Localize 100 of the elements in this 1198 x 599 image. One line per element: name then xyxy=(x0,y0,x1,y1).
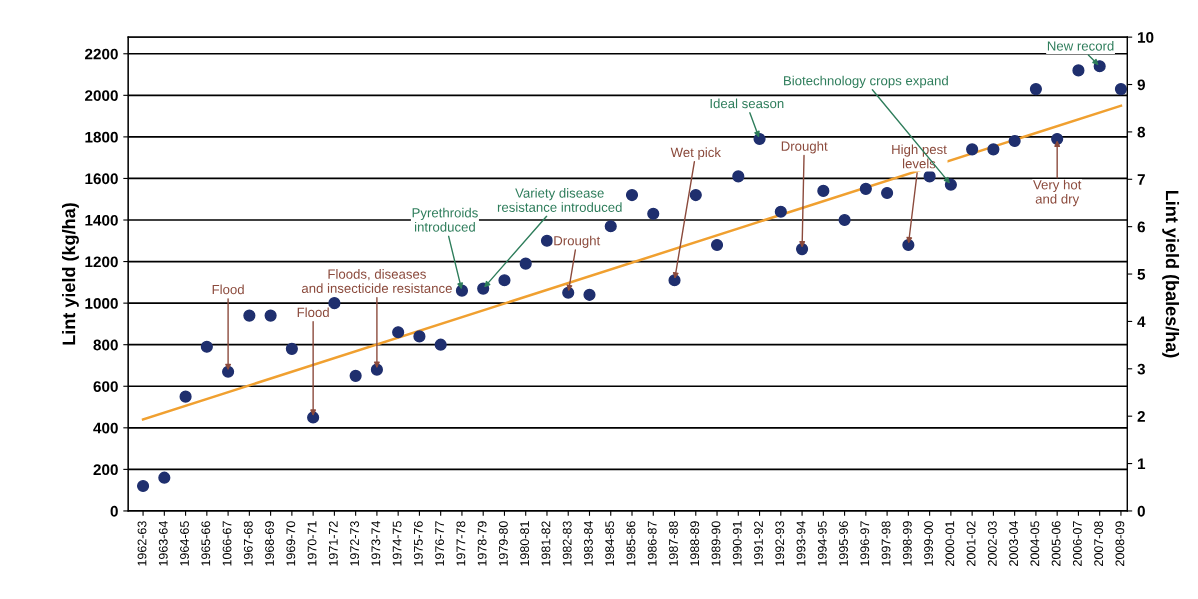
x-tick-label: 1066-67 xyxy=(222,521,232,566)
x-tick-label: 1981-82 xyxy=(541,521,551,566)
x-tick-label: 1973-74 xyxy=(371,521,381,566)
x-tick-label: 1964-65 xyxy=(180,521,189,566)
x-tick-label: 1980-81 xyxy=(520,521,530,566)
x-tick-label: 1988-89 xyxy=(690,521,700,566)
x-tick-label: 1963-64 xyxy=(158,521,168,566)
point xyxy=(179,390,192,403)
point xyxy=(158,471,171,484)
x-tick-label: 2006-07 xyxy=(1072,521,1082,566)
point xyxy=(1072,64,1085,77)
y-tick-label: 200 xyxy=(93,464,118,476)
annotation: Floods, diseases and insecticide resistance xyxy=(301,269,452,293)
x-tick-label: 1994-95 xyxy=(817,521,827,566)
point xyxy=(987,143,1000,156)
x-tick-label: 1986-87 xyxy=(647,521,657,566)
point xyxy=(881,186,894,200)
x-tick-label: 1990-91 xyxy=(732,521,742,566)
annotation: Variety disease resistance introduced xyxy=(497,188,622,212)
y2-tick-label: 1 xyxy=(1138,458,1146,470)
point xyxy=(647,207,660,220)
y2-axis-title: Lint yield (bales/ha) xyxy=(1162,190,1180,358)
x-tick-label: 1965-66 xyxy=(201,521,211,566)
x-tick-label: 1996-97 xyxy=(860,521,870,566)
point xyxy=(944,178,957,191)
y2-tick-label: 4 xyxy=(1137,316,1146,327)
y-tick-label: 1600 xyxy=(85,173,118,185)
point xyxy=(1008,134,1021,148)
point xyxy=(625,189,639,202)
point xyxy=(795,243,809,256)
point xyxy=(859,182,872,195)
x-tick-label: 1967-68 xyxy=(243,521,253,566)
y2-tick-label: 3 xyxy=(1137,363,1145,375)
point xyxy=(774,205,787,218)
x-tick-label: 1972-73 xyxy=(350,521,359,566)
point xyxy=(370,363,383,376)
y-tick-label: 400 xyxy=(93,422,118,434)
x-tick-label: 1997-98 xyxy=(881,521,891,566)
point xyxy=(838,213,851,227)
x-tick-label: 1987-88 xyxy=(669,521,678,566)
point xyxy=(285,342,298,355)
annotation: Flood xyxy=(297,307,329,318)
y2-tick-label: 9 xyxy=(1137,79,1145,91)
x-tick-label: 1985-86 xyxy=(626,521,636,566)
x-tick-label: 1998-99 xyxy=(902,521,912,566)
annotation: Ideal season xyxy=(710,98,784,109)
point xyxy=(1114,83,1128,96)
x-tick-label: 1978-79 xyxy=(477,521,487,566)
x-tick-label: 1982-83 xyxy=(562,521,572,566)
x-tick-label: 1999-00 xyxy=(924,521,933,566)
y-tick-label: 2000 xyxy=(85,90,118,102)
point xyxy=(455,284,469,297)
annotation: Wet pick xyxy=(670,147,721,160)
point xyxy=(307,411,320,424)
x-tick-label: 1975-76 xyxy=(413,521,423,566)
y-tick-label: 800 xyxy=(93,339,118,351)
y-tick-label: 2200 xyxy=(85,48,118,60)
x-tick-label: 1976-77 xyxy=(435,521,445,566)
point xyxy=(732,170,745,183)
point xyxy=(349,369,362,382)
y2-tick-label: 8 xyxy=(1137,126,1146,138)
y-tick-label: 0 xyxy=(110,505,118,517)
x-tick-label: 2004-05 xyxy=(1030,521,1040,566)
point xyxy=(689,189,702,202)
point xyxy=(434,338,447,351)
x-tick-label: 1969-70 xyxy=(286,521,296,566)
y2-tick-label: 7 xyxy=(1137,174,1145,185)
point xyxy=(392,326,405,339)
point xyxy=(200,340,213,353)
x-tick-label: 1995-96 xyxy=(839,521,848,566)
y-tick-label: 1000 xyxy=(85,298,118,309)
y-axis-title: Lint yield (kg/ha) xyxy=(62,203,79,345)
y-tick-label: 1200 xyxy=(85,256,118,268)
x-tick-label: 1977-78 xyxy=(456,521,466,566)
x-tick-label: 2007-08 xyxy=(1094,521,1104,566)
y-tick-label: 1800 xyxy=(85,131,118,143)
y2-tick-label: 10 xyxy=(1138,32,1154,43)
x-tick-label: 2005-06 xyxy=(1051,521,1061,566)
point xyxy=(413,330,426,343)
point xyxy=(498,274,511,287)
x-tick-label: 2001-02 xyxy=(966,521,976,566)
x-tick-label: 1993-94 xyxy=(796,521,806,566)
point xyxy=(1051,132,1064,146)
x-tick-label: 1962-63 xyxy=(137,521,147,566)
y2-tick-label: 0 xyxy=(1137,505,1145,517)
x-tick-label: 1989-90 xyxy=(711,521,721,566)
x-tick-label: 2000-01 xyxy=(945,521,955,566)
x-tick-label: 1979-80 xyxy=(498,521,508,566)
point xyxy=(1029,83,1042,96)
x-tick-label: 1984-85 xyxy=(605,521,615,566)
x-tick-label: 1983-84 xyxy=(583,521,593,566)
point xyxy=(966,143,979,156)
x-tick-label: 2008-09 xyxy=(1115,521,1125,566)
annotation: New record xyxy=(1047,40,1114,51)
x-tick-label: 1971-72 xyxy=(328,521,338,566)
point xyxy=(583,288,596,301)
point xyxy=(540,234,554,247)
x-tick-label: 1970-71 xyxy=(307,521,317,566)
annotation: Flood xyxy=(212,284,244,295)
point xyxy=(477,282,490,295)
